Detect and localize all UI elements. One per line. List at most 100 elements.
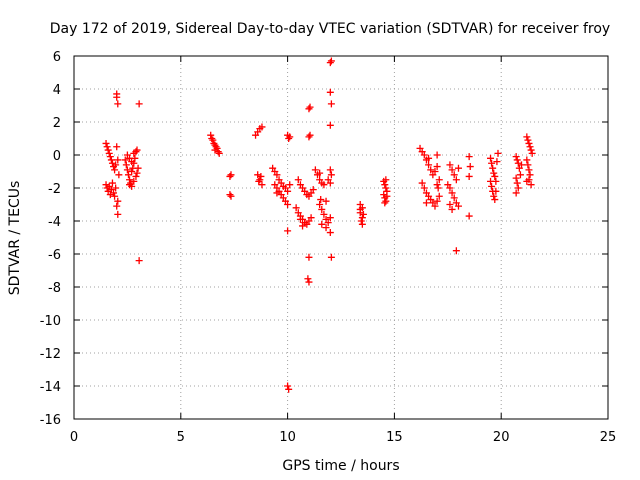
data-point bbox=[113, 93, 121, 101]
data-point bbox=[526, 171, 534, 179]
data-point bbox=[121, 156, 129, 164]
data-point bbox=[284, 187, 292, 195]
data-point bbox=[215, 149, 223, 157]
data-point bbox=[491, 172, 499, 180]
data-point bbox=[115, 171, 123, 179]
data-point bbox=[132, 172, 140, 180]
x-tick-label: 0 bbox=[70, 430, 78, 445]
data-point bbox=[523, 156, 531, 164]
data-point bbox=[433, 197, 441, 205]
data-point bbox=[113, 202, 121, 210]
y-tick-label: 4 bbox=[53, 83, 61, 98]
y-tick-label: -10 bbox=[40, 314, 61, 329]
data-point bbox=[110, 189, 118, 197]
data-point bbox=[254, 171, 262, 179]
data-point bbox=[133, 146, 141, 154]
data-point bbox=[285, 385, 293, 393]
data-point bbox=[380, 191, 388, 199]
data-point bbox=[299, 222, 307, 230]
data-point bbox=[356, 205, 364, 213]
data-point bbox=[292, 204, 300, 212]
data-point bbox=[488, 182, 496, 190]
data-point bbox=[512, 153, 520, 161]
data-point bbox=[422, 199, 430, 207]
data-point bbox=[420, 184, 428, 192]
data-point bbox=[212, 143, 220, 151]
data-point bbox=[527, 146, 535, 154]
x-tick-label: 15 bbox=[386, 430, 403, 445]
data-point bbox=[324, 219, 332, 227]
data-point bbox=[446, 201, 454, 208]
data-point bbox=[135, 100, 143, 108]
data-point bbox=[420, 151, 428, 159]
data-point bbox=[108, 159, 116, 167]
data-point bbox=[327, 57, 335, 65]
data-point bbox=[512, 174, 520, 182]
data-point bbox=[207, 131, 215, 139]
data-point bbox=[286, 133, 294, 141]
data-point bbox=[307, 214, 315, 222]
data-point bbox=[513, 156, 521, 164]
data-point bbox=[431, 168, 439, 175]
data-point bbox=[448, 166, 456, 174]
data-point bbox=[514, 184, 522, 192]
data-point bbox=[433, 151, 441, 159]
data-point bbox=[523, 133, 531, 141]
x-tick-label: 20 bbox=[493, 430, 510, 445]
data-point bbox=[285, 135, 293, 142]
data-point bbox=[256, 176, 264, 184]
data-point bbox=[114, 210, 122, 218]
data-point bbox=[135, 257, 143, 265]
y-tick-label: -16 bbox=[40, 413, 61, 428]
data-point bbox=[124, 171, 132, 179]
data-point bbox=[446, 161, 454, 169]
data-point bbox=[318, 205, 326, 213]
data-point bbox=[273, 189, 281, 197]
data-point bbox=[273, 171, 281, 179]
data-point bbox=[448, 189, 456, 197]
data-point bbox=[490, 192, 498, 200]
data-point bbox=[381, 199, 389, 207]
data-point bbox=[524, 136, 532, 144]
data-point bbox=[305, 133, 313, 141]
data-point bbox=[452, 176, 460, 184]
data-point bbox=[524, 161, 532, 169]
data-point bbox=[208, 135, 216, 142]
y-tick-label: -8 bbox=[48, 281, 61, 296]
y-tick-label: 6 bbox=[53, 50, 61, 65]
data-point bbox=[108, 179, 116, 187]
data-point bbox=[357, 217, 365, 225]
data-point bbox=[227, 192, 235, 200]
data-point bbox=[526, 143, 534, 151]
data-point bbox=[525, 139, 533, 147]
data-point bbox=[127, 179, 135, 187]
data-point bbox=[111, 166, 119, 174]
data-point bbox=[322, 224, 330, 232]
data-point bbox=[102, 181, 110, 189]
y-axis-label: SDTVAR / TECUs bbox=[7, 181, 23, 296]
data-point bbox=[103, 143, 111, 151]
data-point bbox=[435, 176, 443, 184]
y-tick-label: -4 bbox=[48, 215, 61, 230]
data-point bbox=[465, 153, 473, 161]
data-point bbox=[454, 164, 462, 172]
data-points bbox=[102, 57, 536, 393]
data-point bbox=[425, 154, 433, 162]
data-point bbox=[382, 197, 390, 205]
data-point bbox=[102, 139, 110, 147]
data-point bbox=[528, 149, 536, 157]
data-point bbox=[326, 121, 334, 129]
data-point bbox=[226, 172, 234, 180]
data-point bbox=[305, 253, 313, 261]
data-point bbox=[317, 196, 325, 204]
data-point bbox=[255, 177, 263, 185]
data-point bbox=[452, 247, 460, 255]
data-point bbox=[327, 171, 335, 179]
x-tick-label: 5 bbox=[177, 430, 185, 445]
data-point bbox=[427, 166, 435, 174]
data-point bbox=[306, 103, 314, 111]
data-point bbox=[525, 166, 533, 174]
data-point bbox=[326, 88, 334, 96]
x-tick-label: 10 bbox=[279, 430, 296, 445]
